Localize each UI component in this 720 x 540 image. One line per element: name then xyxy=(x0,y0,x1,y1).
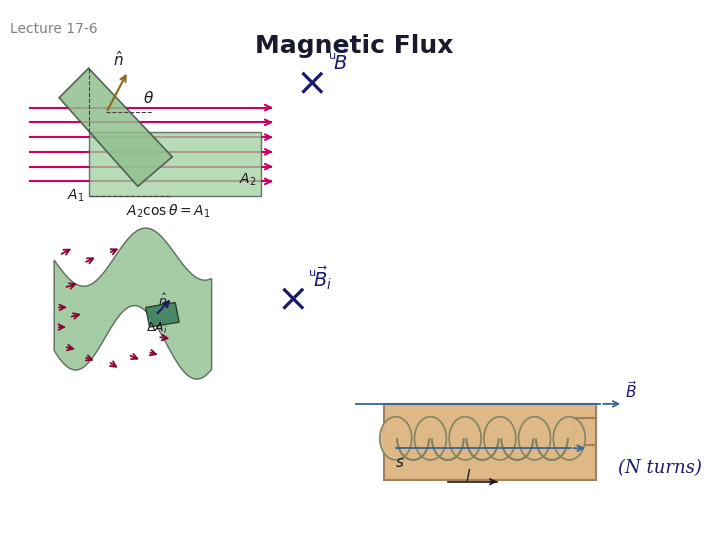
Text: $\vec{B}$: $\vec{B}$ xyxy=(333,50,348,74)
Text: Magnetic Flux: Magnetic Flux xyxy=(255,33,454,58)
Ellipse shape xyxy=(449,417,481,460)
Polygon shape xyxy=(145,302,179,327)
Ellipse shape xyxy=(415,417,446,460)
Text: (N turns): (N turns) xyxy=(618,459,702,477)
Text: u: u xyxy=(329,51,336,62)
Text: $A_1$: $A_1$ xyxy=(67,187,84,204)
FancyBboxPatch shape xyxy=(384,404,595,480)
Text: $A_2\cos\theta = A_1$: $A_2\cos\theta = A_1$ xyxy=(126,203,211,220)
Text: $\hat{n}$: $\hat{n}$ xyxy=(113,50,124,69)
Ellipse shape xyxy=(553,417,585,460)
Text: s: s xyxy=(396,455,404,470)
Text: u: u xyxy=(309,268,316,278)
FancyBboxPatch shape xyxy=(574,417,595,445)
Ellipse shape xyxy=(518,417,551,460)
Text: $\vec{B}$: $\vec{B}$ xyxy=(625,380,637,401)
Polygon shape xyxy=(59,68,172,186)
Text: $\Delta A_i$: $\Delta A_i$ xyxy=(145,321,167,336)
Text: $\theta$: $\theta$ xyxy=(143,90,154,106)
Text: $l$: $l$ xyxy=(464,468,471,484)
Text: $\times$: $\times$ xyxy=(276,281,305,319)
Text: $\hat{n}_i$: $\hat{n}_i$ xyxy=(158,292,170,309)
Polygon shape xyxy=(89,132,261,196)
Text: $A_2$: $A_2$ xyxy=(239,171,256,188)
Ellipse shape xyxy=(484,417,516,460)
Ellipse shape xyxy=(379,417,412,460)
Text: Lecture 17-6: Lecture 17-6 xyxy=(10,22,97,36)
Text: $\times$: $\times$ xyxy=(295,64,325,102)
Polygon shape xyxy=(54,228,212,379)
Text: $\vec{B}_i$: $\vec{B}_i$ xyxy=(313,265,333,292)
